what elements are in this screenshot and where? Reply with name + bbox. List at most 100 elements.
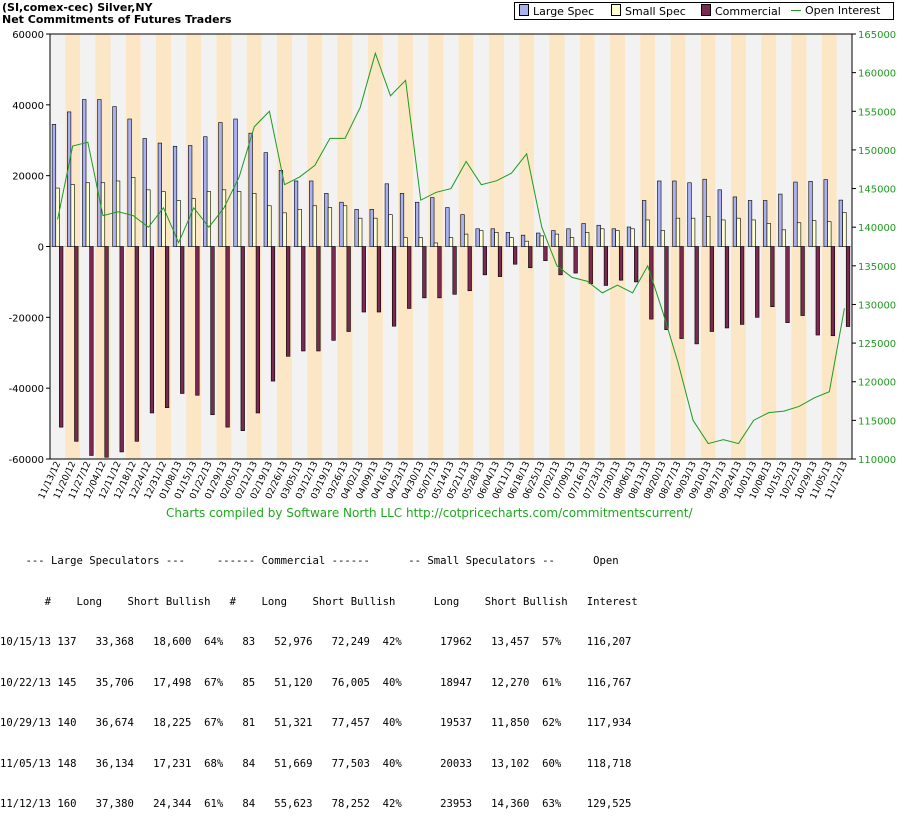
cot-chart: 60000 40000 20000 0 -20000 -40000 -60000 165000… — [9, 30, 897, 501]
commercial-swatch-icon — [701, 4, 711, 16]
legend-small-spec: Small Spec — [611, 4, 686, 18]
data-table: --- Large Speculators --- ------ Commerc… — [0, 528, 638, 825]
commercial-bar — [785, 246, 790, 323]
small-spec-bar — [206, 191, 211, 247]
small-spec-bar — [418, 237, 423, 247]
large-spec-bar — [778, 193, 783, 247]
large-spec-bar — [399, 193, 405, 247]
small-spec-bar — [312, 205, 317, 247]
small-spec-bar — [464, 233, 469, 247]
large-spec-bar — [626, 226, 632, 247]
large-spec-bar — [172, 145, 178, 247]
table-header-1: --- Large Speculators --- ------ Commerc… — [0, 555, 619, 567]
small-spec-bar — [282, 212, 287, 247]
commercial-bar — [770, 246, 775, 308]
large-spec-bar — [430, 197, 435, 247]
commercial-bar — [618, 246, 624, 281]
commercial-bar — [528, 246, 533, 269]
commercial-bar — [497, 246, 503, 277]
large-spec-bar — [248, 132, 253, 247]
large-spec-bar — [218, 122, 223, 247]
small-spec-bar — [812, 220, 817, 247]
commercial-bar — [164, 246, 170, 408]
large-spec-bar — [581, 223, 586, 247]
y-tick-label: 40000 — [12, 101, 44, 112]
y-tick-label: 0 — [38, 243, 44, 254]
small-spec-bar — [297, 209, 302, 247]
legend-open-interest-label: Open Interest — [805, 4, 881, 17]
large-spec-bar — [702, 178, 707, 247]
large-spec-bar — [384, 183, 389, 247]
large-spec-bar — [293, 180, 299, 247]
legend: Large Spec Small Spec Commercial Open In… — [514, 2, 894, 20]
chart-title: (SI,comex-cec) Silver,NY — [2, 1, 153, 14]
small-spec-swatch-icon — [611, 4, 621, 16]
commercial-bar — [513, 246, 518, 265]
small-spec-bar — [569, 237, 575, 247]
large-spec-bar — [551, 230, 556, 247]
large-spec-bar — [263, 152, 268, 247]
commercial-bar — [800, 246, 805, 316]
y-tick-label: 20000 — [12, 172, 44, 183]
small-spec-bar — [796, 222, 802, 247]
commercial-bar — [649, 246, 654, 320]
small-spec-bar — [85, 182, 90, 247]
y-tick-label: 60000 — [12, 30, 44, 41]
small-spec-bar — [781, 229, 786, 247]
commercial-bar — [603, 246, 609, 286]
small-spec-bar — [539, 235, 544, 247]
commercial-bar — [467, 246, 472, 292]
commercial-bar — [437, 246, 442, 299]
legend-commercial: Commercial — [701, 4, 781, 18]
small-spec-bar — [554, 233, 560, 247]
small-spec-bar — [327, 207, 333, 247]
small-spec-bar — [691, 217, 696, 247]
large-spec-bar — [717, 189, 722, 247]
y2-tick-label: 125000 — [858, 339, 896, 350]
small-spec-bar — [191, 198, 196, 247]
small-spec-bar — [176, 200, 181, 247]
small-spec-bar — [721, 219, 726, 247]
large-spec-bar — [747, 200, 753, 247]
large-spec-bar — [369, 209, 374, 247]
commercial-bar — [255, 246, 260, 414]
small-spec-bar — [630, 228, 635, 247]
y-tick-label: -60000 — [9, 455, 44, 466]
small-spec-bar — [373, 217, 378, 247]
commercial-bar — [270, 246, 276, 382]
table-row: 10/15/13 137 33,368 18,600 64% 83 52,976… — [0, 636, 632, 648]
small-spec-bar — [403, 237, 408, 247]
large-spec-bar — [490, 228, 495, 247]
small-spec-bar — [615, 230, 620, 247]
small-spec-bar — [645, 219, 650, 247]
large-spec-bar — [51, 124, 57, 247]
large-spec-bar — [505, 232, 511, 247]
large-spec-bar — [203, 136, 208, 247]
small-spec-bar — [766, 223, 771, 247]
large-spec-bar — [642, 200, 647, 247]
y2-tick-label: 115000 — [858, 416, 896, 427]
legend-small-spec-label: Small Spec — [625, 5, 686, 18]
commercial-bar — [301, 246, 306, 352]
large-spec-bar — [324, 193, 329, 247]
small-spec-bar — [342, 205, 348, 247]
large-spec-bar — [309, 180, 314, 247]
chart-subtitle: Net Commitments of Futures Traders — [2, 13, 232, 26]
legend-large-spec: Large Spec — [519, 4, 594, 18]
small-spec-bar — [115, 180, 121, 247]
large-spec-bar — [687, 182, 692, 247]
commercial-bar — [104, 246, 109, 458]
commercial-bar — [845, 246, 851, 327]
small-spec-bar — [146, 189, 151, 247]
small-spec-bar — [267, 205, 272, 247]
large-spec-bar — [97, 99, 102, 247]
commercial-bar — [543, 246, 548, 261]
open-interest-line — [57, 51, 845, 445]
small-spec-bar — [131, 177, 136, 247]
small-spec-bar — [433, 242, 438, 247]
large-spec-bar — [157, 142, 162, 247]
commercial-bar — [588, 246, 593, 284]
commercial-bar — [180, 246, 185, 394]
commercial-bar — [407, 246, 412, 309]
table-row: 10/29/13 140 36,674 18,225 67% 81 51,321… — [0, 717, 632, 729]
